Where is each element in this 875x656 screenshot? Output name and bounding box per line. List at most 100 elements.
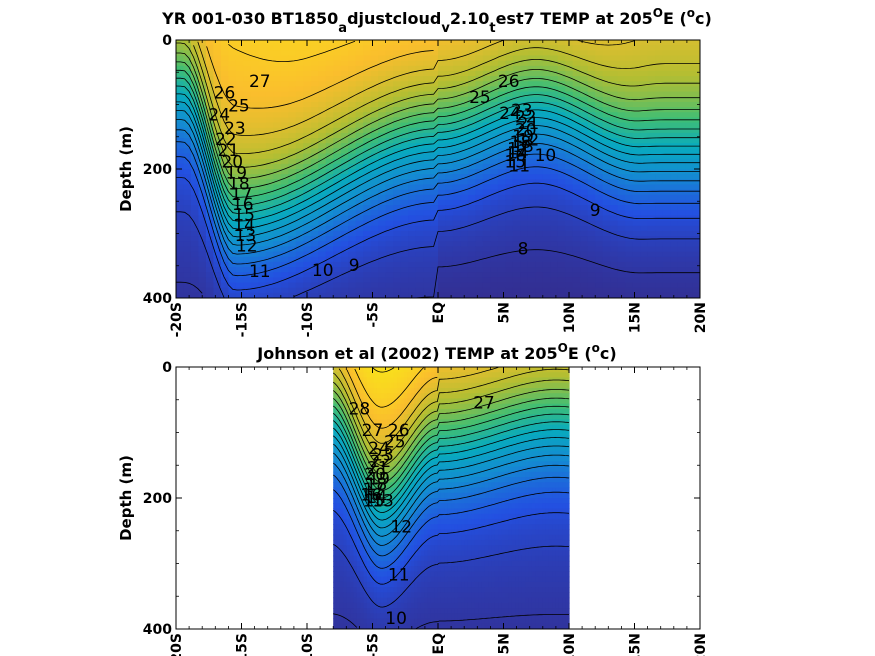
heat-cell	[467, 189, 477, 196]
heat-cell	[303, 215, 312, 222]
heat-cell	[385, 55, 394, 62]
heat-cell	[677, 163, 686, 170]
heat-cell	[497, 91, 506, 98]
heat-cell	[497, 112, 506, 118]
heat-cell	[366, 518, 371, 525]
heat-cell	[356, 560, 361, 567]
heat-cell	[475, 189, 484, 196]
heat-cell	[280, 86, 289, 93]
heat-cell	[625, 225, 634, 232]
heat-cell	[363, 456, 368, 462]
heat-cell	[343, 566, 348, 572]
heat-cell	[692, 138, 700, 144]
heat-cell	[438, 241, 447, 247]
heat-cell	[410, 498, 415, 504]
heat-cell	[183, 277, 192, 284]
heat-cell	[387, 571, 392, 578]
heat-cell	[565, 76, 574, 82]
heat-cell	[602, 261, 611, 268]
heat-cell	[407, 382, 412, 389]
heat-cell	[378, 251, 387, 258]
heat-cell	[288, 179, 297, 186]
heat-cell	[280, 122, 289, 129]
heat-cell	[415, 55, 424, 62]
heat-cell	[438, 132, 447, 139]
heat-cell	[400, 65, 409, 72]
heat-cell	[366, 534, 371, 541]
heat-cell	[475, 45, 484, 51]
heat-cell	[205, 132, 215, 139]
heat-cell	[662, 158, 671, 165]
heat-cell	[557, 282, 566, 289]
heat-cell	[490, 117, 499, 124]
heat-cell	[408, 65, 417, 72]
heat-cell	[228, 55, 237, 62]
heat-cell	[205, 230, 215, 237]
heat-cell	[580, 40, 589, 46]
heat-cell	[565, 86, 574, 93]
heat-cell	[438, 287, 447, 294]
heat-cell	[445, 261, 454, 268]
heat-cell	[355, 169, 364, 175]
heat-cell	[410, 539, 415, 546]
heat-cell	[414, 555, 419, 562]
heat-cell	[265, 127, 274, 134]
heat-cell	[213, 112, 222, 118]
heat-cell	[190, 55, 200, 62]
heat-cell	[482, 50, 491, 57]
heat-cell	[333, 132, 342, 139]
heat-cell	[378, 40, 387, 46]
heat-cell	[400, 246, 409, 253]
heat-cell	[348, 107, 357, 113]
heat-cell	[430, 272, 439, 278]
heat-cell	[383, 513, 388, 520]
heat-cell	[535, 189, 544, 196]
heat-cell	[325, 117, 334, 124]
heat-cell	[333, 382, 338, 389]
heat-cell	[415, 179, 424, 186]
heat-cell	[370, 602, 375, 609]
heat-cell	[325, 112, 334, 118]
heat-cell	[235, 158, 244, 165]
heat-cell	[617, 55, 626, 62]
heat-cell	[527, 86, 536, 93]
heat-cell	[595, 205, 604, 211]
heat-cell	[670, 138, 679, 144]
heat-cell	[348, 282, 357, 289]
heat-cell	[390, 461, 395, 468]
heat-cell	[387, 471, 392, 478]
heat-cell	[310, 50, 319, 57]
heat-cell	[176, 277, 185, 284]
heat-cell	[235, 261, 244, 268]
heat-cell	[415, 230, 424, 237]
heat-cell	[512, 45, 521, 51]
heat-cell	[550, 261, 559, 268]
heat-cell	[512, 189, 521, 196]
heat-cell	[410, 508, 415, 515]
heat-cell	[400, 440, 405, 447]
heat-cell	[467, 45, 477, 51]
heat-cell	[346, 393, 351, 400]
heat-cell	[542, 174, 551, 180]
heat-cell	[475, 86, 484, 93]
heat-cell	[350, 367, 355, 373]
heat-cell	[557, 246, 566, 253]
heat-cell	[183, 91, 192, 98]
heat-cell	[640, 174, 649, 180]
heat-cell	[353, 555, 358, 562]
heat-cell	[350, 597, 355, 604]
heat-cell	[655, 132, 664, 139]
heat-cell	[610, 287, 619, 294]
heat-cell	[235, 55, 244, 62]
heat-cell	[595, 86, 604, 93]
heat-cell	[632, 127, 641, 134]
heat-cell	[414, 482, 419, 489]
heat-cell	[343, 445, 348, 452]
heat-cell	[273, 241, 282, 247]
heat-cell	[617, 81, 626, 88]
heat-cell	[617, 246, 626, 253]
heat-cell	[400, 529, 405, 536]
heat-cell	[460, 76, 469, 82]
heat-cell	[677, 210, 686, 217]
heat-cell	[647, 138, 656, 144]
